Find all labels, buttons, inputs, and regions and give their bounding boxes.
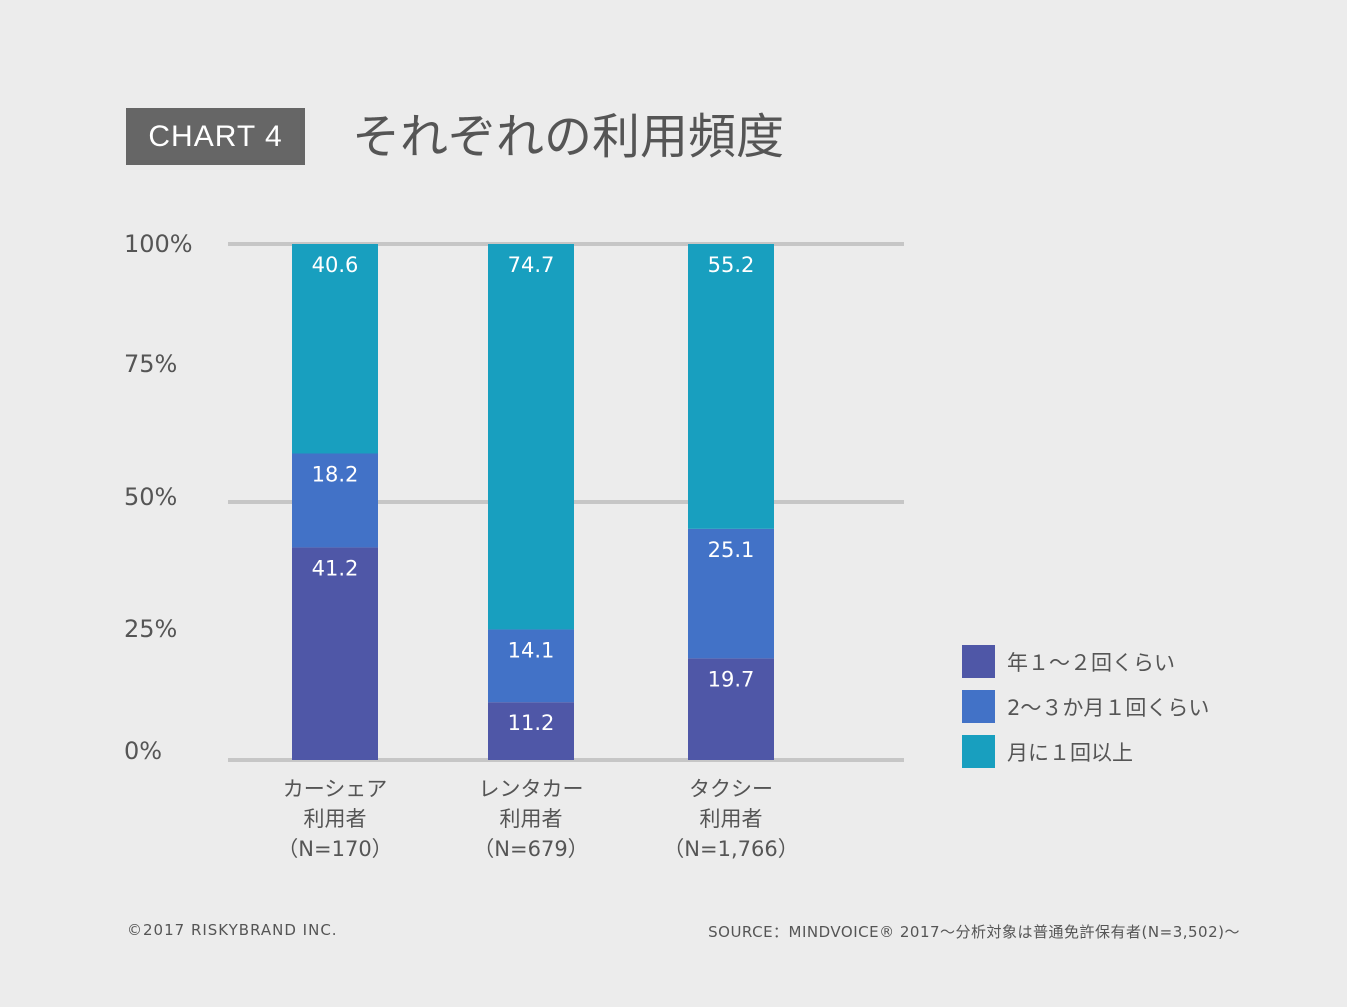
legend-label: 年１〜２回くらい <box>1007 650 1175 675</box>
chart-title: それぞれの利用頻度 <box>352 109 785 165</box>
legend-swatch <box>962 690 995 723</box>
bar-value-label: 41.2 <box>312 556 359 580</box>
category-label: （N=170） <box>277 837 392 861</box>
source-note: SOURCE：MINDVOICE® 2017〜分析対象は普通免許保有者(N=3,… <box>708 923 1240 941</box>
category-label: （N=679） <box>473 837 588 861</box>
bar-segment <box>688 658 774 760</box>
legend-swatch <box>962 645 995 678</box>
category-label: 利用者 <box>500 807 563 831</box>
bar-value-label: 18.2 <box>312 462 359 486</box>
legend-label: 月に１回以上 <box>1007 740 1133 765</box>
bar-segment <box>688 528 774 659</box>
category-label: タクシー <box>689 777 773 801</box>
bar-segment <box>488 702 574 760</box>
bar-segment <box>488 629 574 703</box>
legend: 年１〜２回くらい 2〜３か月１回くらい 月に１回以上 <box>962 645 1209 780</box>
bar-value-label: 14.1 <box>508 638 555 662</box>
category-label: 利用者 <box>700 807 763 831</box>
legend-item-annual: 年１〜２回くらい <box>962 645 1209 678</box>
bar-value-label: 11.2 <box>508 711 555 735</box>
bar-segment <box>292 244 378 454</box>
bar-value-label: 55.2 <box>708 253 755 277</box>
bar-value-label: 19.7 <box>708 667 755 691</box>
bar-value-label: 40.6 <box>312 253 359 277</box>
bar-value-label: 74.7 <box>508 253 555 277</box>
bars: 41.2 18.2 40.6 11.2 14.1 74.7 19.7 25.1 55.2 <box>292 244 774 760</box>
legend-label: 2〜３か月１回くらい <box>1007 695 1210 720</box>
chart-number-badge: CHART 4 <box>126 108 305 165</box>
copyright-note: ©2017 RISKYBRAND INC. <box>127 921 338 939</box>
y-tick-label: 50% <box>124 483 177 511</box>
y-tick-label: 100% <box>124 230 193 258</box>
category-label: レンタカー <box>479 777 584 801</box>
y-tick-label: 0% <box>124 737 162 765</box>
bar-value-label: 25.1 <box>708 538 755 562</box>
bar-segment <box>292 547 378 760</box>
bar-segment <box>488 244 574 630</box>
legend-item-monthly: 月に１回以上 <box>962 735 1209 768</box>
bar-segment <box>688 244 774 529</box>
category-label: カーシェア <box>283 777 388 801</box>
bar-segment <box>292 453 378 548</box>
category-label: 利用者 <box>304 807 367 831</box>
legend-swatch <box>962 735 995 768</box>
category-label: （N=1,766） <box>663 837 798 861</box>
y-tick-label: 75% <box>124 350 177 378</box>
legend-item-quarterly: 2〜３か月１回くらい <box>962 690 1209 723</box>
y-tick-label: 25% <box>124 615 177 643</box>
y-axis-tick-labels: 0% 25% 50% 75% 100% <box>124 230 193 765</box>
